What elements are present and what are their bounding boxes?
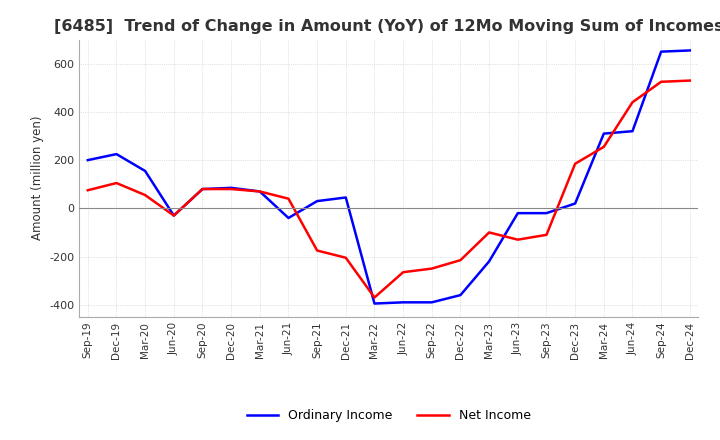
Ordinary Income — [542, 210, 551, 216]
Ordinary Income — [341, 195, 350, 200]
Ordinary Income — [685, 48, 694, 53]
Net Income — [112, 180, 121, 186]
Ordinary Income — [600, 131, 608, 136]
Ordinary Income — [657, 49, 665, 54]
Net Income — [84, 187, 92, 193]
Ordinary Income — [513, 210, 522, 216]
Ordinary Income — [284, 215, 293, 220]
Ordinary Income — [84, 158, 92, 163]
Net Income — [628, 99, 636, 105]
Net Income — [341, 255, 350, 260]
Ordinary Income — [169, 213, 178, 218]
Ordinary Income — [227, 185, 235, 191]
Net Income — [428, 266, 436, 271]
Ordinary Income — [312, 198, 321, 204]
Net Income — [513, 237, 522, 242]
Line: Net Income: Net Income — [88, 81, 690, 297]
Ordinary Income — [428, 300, 436, 305]
Net Income — [256, 189, 264, 194]
Ordinary Income — [256, 189, 264, 194]
Legend: Ordinary Income, Net Income: Ordinary Income, Net Income — [242, 404, 536, 427]
Net Income — [169, 213, 178, 218]
Ordinary Income — [628, 128, 636, 134]
Net Income — [284, 196, 293, 202]
Net Income — [141, 192, 150, 198]
Ordinary Income — [399, 300, 408, 305]
Ordinary Income — [112, 151, 121, 157]
Ordinary Income — [571, 201, 580, 206]
Title: [6485]  Trend of Change in Amount (YoY) of 12Mo Moving Sum of Incomes: [6485] Trend of Change in Amount (YoY) o… — [54, 19, 720, 34]
Net Income — [198, 187, 207, 192]
Net Income — [542, 232, 551, 238]
Ordinary Income — [198, 187, 207, 192]
Net Income — [685, 78, 694, 83]
Net Income — [456, 257, 465, 263]
Ordinary Income — [485, 259, 493, 264]
Ordinary Income — [370, 301, 379, 306]
Net Income — [571, 161, 580, 166]
Net Income — [399, 270, 408, 275]
Net Income — [370, 295, 379, 300]
Y-axis label: Amount (million yen): Amount (million yen) — [31, 116, 44, 240]
Line: Ordinary Income: Ordinary Income — [88, 51, 690, 304]
Ordinary Income — [456, 293, 465, 298]
Ordinary Income — [141, 169, 150, 174]
Net Income — [600, 144, 608, 150]
Net Income — [485, 230, 493, 235]
Net Income — [227, 187, 235, 192]
Net Income — [657, 79, 665, 84]
Net Income — [312, 248, 321, 253]
